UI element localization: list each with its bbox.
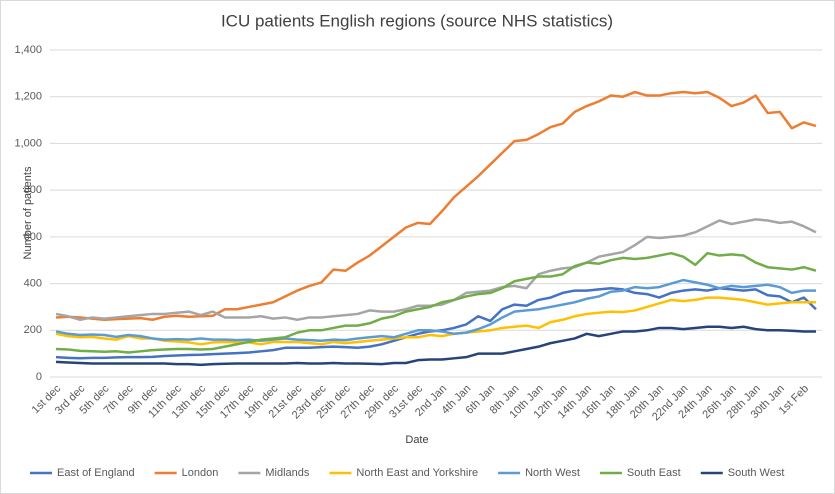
- legend-label: North West: [525, 467, 580, 479]
- series-line: [55, 296, 816, 346]
- legend-label: South East: [627, 467, 681, 479]
- legend-label: South West: [728, 467, 785, 479]
- y-tick-label: 200: [24, 324, 42, 336]
- chart-title: ICU patients English regions (source NHS…: [221, 11, 613, 30]
- series-line: [55, 278, 816, 343]
- series-line: [55, 90, 817, 322]
- y-tick-label: 1,200: [14, 91, 42, 103]
- legend-label: Midlands: [265, 467, 310, 479]
- y-axis-title: Number of patients: [22, 166, 34, 259]
- x-axis-title: Date: [405, 434, 428, 446]
- y-tick-label: 600: [24, 231, 42, 243]
- series-line: [55, 325, 816, 367]
- series-line: [55, 251, 817, 354]
- y-tick-label: 400: [24, 277, 42, 289]
- legend-label: London: [182, 467, 219, 479]
- legend-label: East of England: [57, 467, 135, 479]
- y-tick-label: 0: [36, 371, 42, 383]
- y-tick-label: 1,000: [14, 137, 42, 149]
- legend-label: North East and Yorkshire: [356, 467, 478, 479]
- y-tick-label: 1,400: [14, 44, 42, 56]
- y-tick-label: 800: [24, 184, 42, 196]
